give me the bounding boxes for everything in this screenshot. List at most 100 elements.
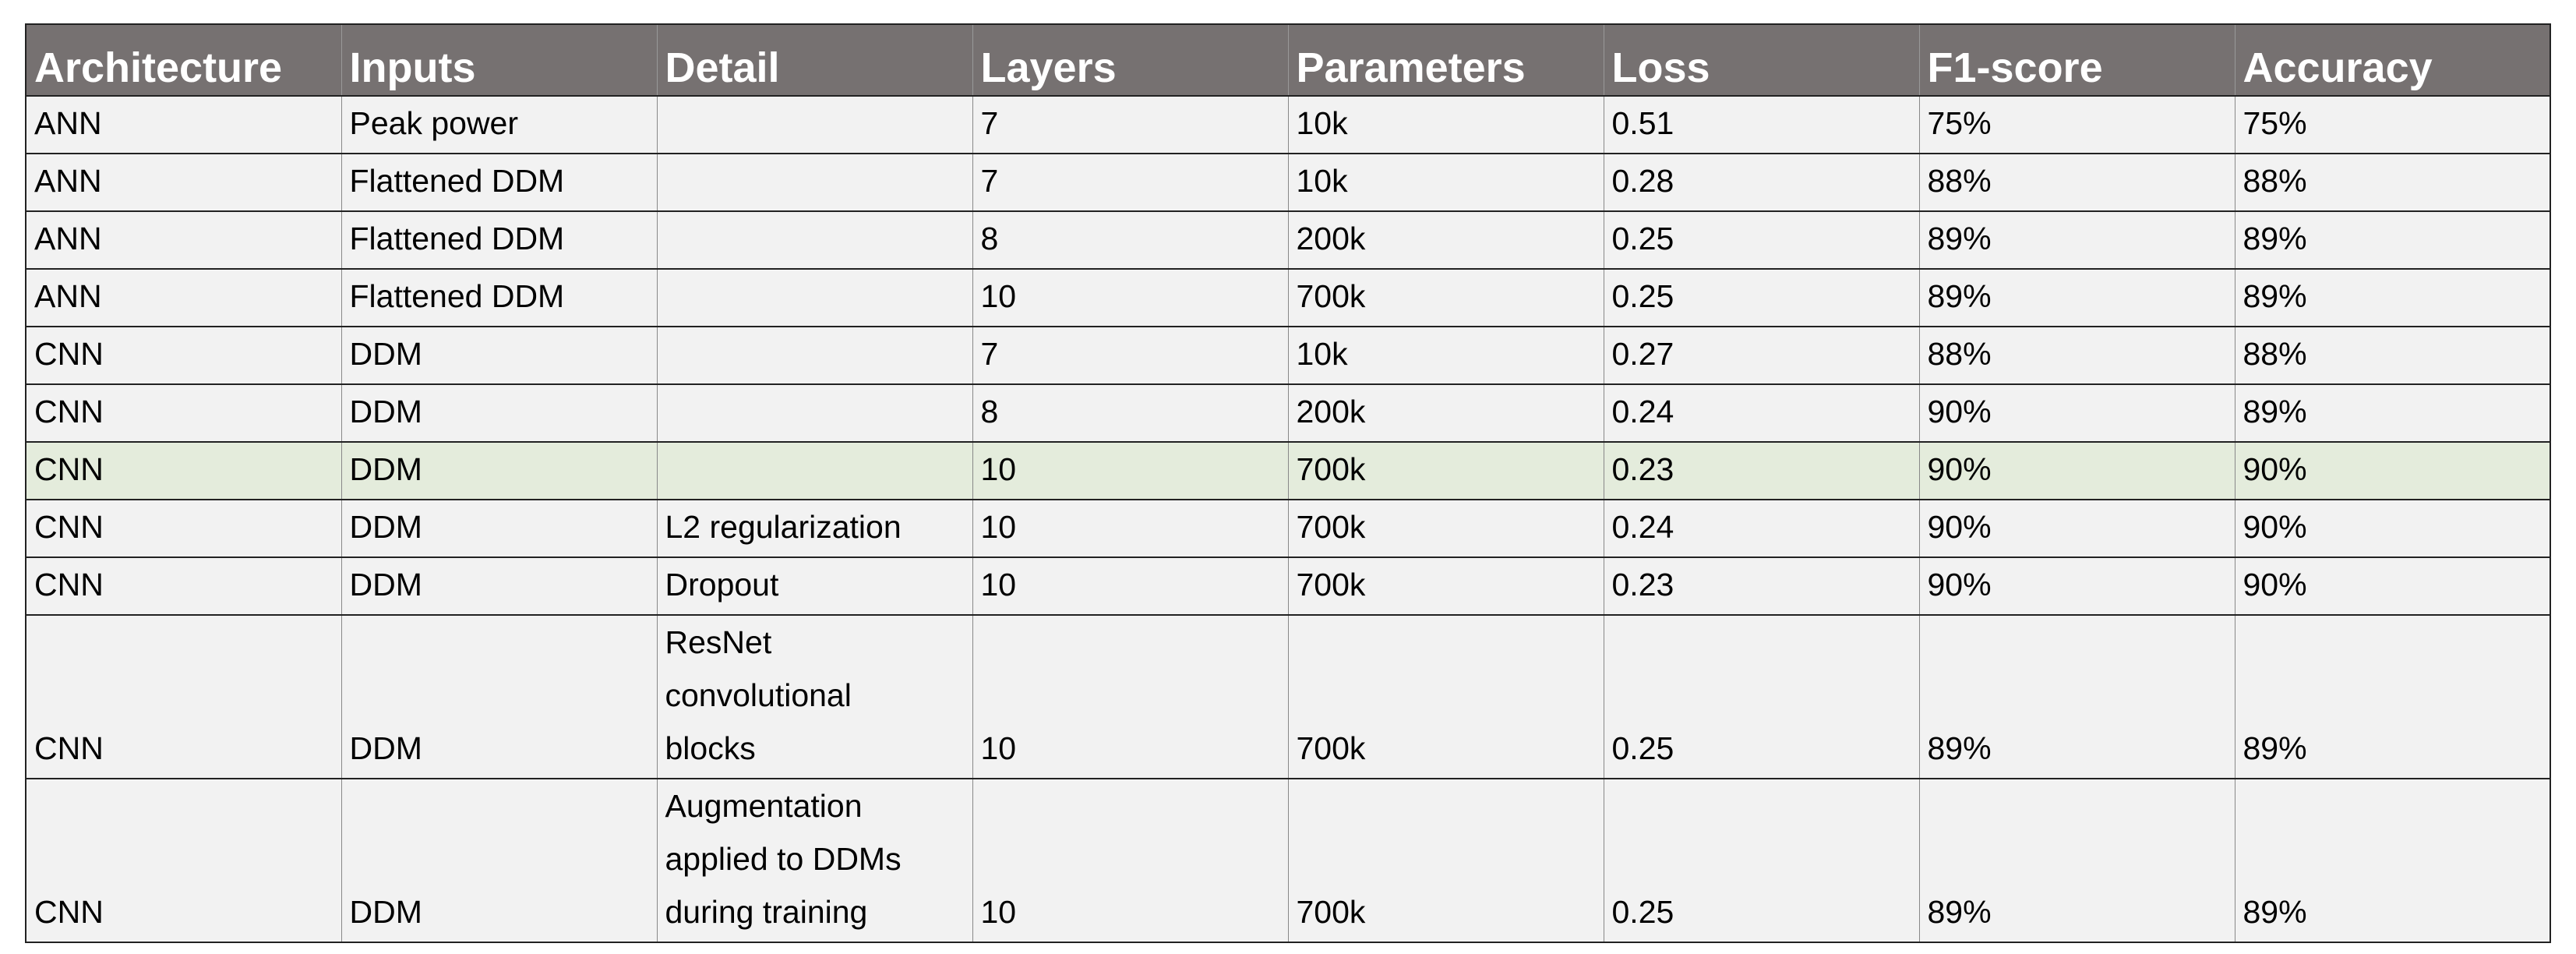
- table-cell: 0.28: [1603, 153, 1920, 212]
- table-cell: ANN: [25, 153, 342, 212]
- table-cell: 88%: [2234, 326, 2551, 385]
- table-cell: 89%: [2234, 614, 2551, 779]
- table-cell: [656, 441, 973, 500]
- table-cell: 10: [972, 778, 1289, 943]
- table-cell: 8: [972, 210, 1289, 270]
- table-row: CNN DDM 7 10k 0.27 88% 88%: [25, 326, 2551, 385]
- table-cell: Peak power: [341, 95, 658, 154]
- table-cell: 7: [972, 326, 1289, 385]
- table-cell: 8: [972, 383, 1289, 443]
- table-row: CNN DDM Dropout 10 700k 0.23 90% 90%: [25, 556, 2551, 616]
- table-cell: [656, 326, 973, 385]
- table-cell: CNN: [25, 441, 342, 500]
- table-cell: 0.25: [1603, 778, 1920, 943]
- table-cell: 0.51: [1603, 95, 1920, 154]
- table-body: ANN Peak power 7 10k 0.51 75% 75% ANN Flattened …: [25, 95, 2551, 943]
- table-row: CNN DDM 8 200k 0.24 90% 89%: [25, 383, 2551, 443]
- table-row: ANN Flattened DDM 7 10k 0.28 88% 88%: [25, 153, 2551, 212]
- table-cell: 0.23: [1603, 441, 1920, 500]
- table-cell: 89%: [1918, 268, 2235, 327]
- table-cell: 10: [972, 556, 1289, 616]
- column-header: Parameters: [1287, 23, 1604, 97]
- table-cell: 89%: [2234, 268, 2551, 327]
- table-row: ANN Flattened DDM 10 700k 0.25 89% 89%: [25, 268, 2551, 327]
- table-cell: 88%: [1918, 153, 2235, 212]
- table-cell: DDM: [341, 778, 658, 943]
- table-cell: 90%: [2234, 499, 2551, 558]
- table-cell: Flattened DDM: [341, 268, 658, 327]
- table-cell: 89%: [2234, 383, 2551, 443]
- table-cell: 89%: [2234, 210, 2551, 270]
- table-cell: DDM: [341, 326, 658, 385]
- table-cell: 10k: [1287, 153, 1604, 212]
- table-cell: DDM: [341, 556, 658, 616]
- column-header: Detail: [656, 23, 973, 97]
- table-cell: [656, 95, 973, 154]
- table-cell: ResNet convolutional blocks: [656, 614, 973, 779]
- table-cell: CNN: [25, 778, 342, 943]
- table-row: ANN Peak power 7 10k 0.51 75% 75%: [25, 95, 2551, 154]
- header-row: Architecture Inputs Detail Layers Parameters…: [25, 23, 2551, 97]
- table-row: ANN Flattened DDM 8 200k 0.25 89% 89%: [25, 210, 2551, 270]
- table-cell: [656, 210, 973, 270]
- table-cell: 89%: [1918, 614, 2235, 779]
- table-cell: 90%: [1918, 556, 2235, 616]
- table-cell: 700k: [1287, 778, 1604, 943]
- table-cell: 88%: [2234, 153, 2551, 212]
- table-cell: 10k: [1287, 95, 1604, 154]
- table-cell: 88%: [1918, 326, 2235, 385]
- table-cell: 75%: [2234, 95, 2551, 154]
- table-cell: 10: [972, 499, 1289, 558]
- column-header: F1-score: [1918, 23, 2235, 97]
- table-cell: 0.24: [1603, 383, 1920, 443]
- table-cell: ANN: [25, 95, 342, 154]
- table-cell: DDM: [341, 614, 658, 779]
- table-cell: 90%: [2234, 441, 2551, 500]
- table-cell: ANN: [25, 268, 342, 327]
- table-cell: Dropout: [656, 556, 973, 616]
- table-row: CNN DDM ResNet convolutional blocks 10 700k 0…: [25, 614, 2551, 779]
- table-cell: CNN: [25, 499, 342, 558]
- table-cell: 89%: [2234, 778, 2551, 943]
- table-cell: 7: [972, 153, 1289, 212]
- table-cell: L2 regularization: [656, 499, 973, 558]
- column-header: Architecture: [25, 23, 342, 97]
- column-header: Accuracy: [2234, 23, 2551, 97]
- table-cell: 90%: [2234, 556, 2551, 616]
- table-cell: 0.25: [1603, 614, 1920, 779]
- table-cell: 0.25: [1603, 268, 1920, 327]
- table-cell: [656, 153, 973, 212]
- table-cell: 0.23: [1603, 556, 1920, 616]
- table-cell: 700k: [1287, 556, 1604, 616]
- table-cell: CNN: [25, 614, 342, 779]
- table-cell: 10k: [1287, 326, 1604, 385]
- results-table: Architecture Inputs Detail Layers Parameters…: [25, 23, 2551, 943]
- table-cell: 10: [972, 268, 1289, 327]
- table-cell: [656, 268, 973, 327]
- table-cell: Flattened DDM: [341, 153, 658, 212]
- table-cell: 90%: [1918, 441, 2235, 500]
- table-cell: Augmentation applied to DDMs during trai…: [656, 778, 973, 943]
- table-row: CNN DDM L2 regularization 10 700k 0.24 90% 90%: [25, 499, 2551, 558]
- table-cell: CNN: [25, 326, 342, 385]
- table-cell: 700k: [1287, 441, 1604, 500]
- table-cell: DDM: [341, 441, 658, 500]
- table-cell: 200k: [1287, 210, 1604, 270]
- table-cell: DDM: [341, 383, 658, 443]
- table-cell: ANN: [25, 210, 342, 270]
- table-cell: 0.27: [1603, 326, 1920, 385]
- table-row: CNN DDM Augmentation applied to DDMs durin…: [25, 778, 2551, 943]
- table-cell: DDM: [341, 499, 658, 558]
- column-header: Layers: [972, 23, 1289, 97]
- column-header: Loss: [1603, 23, 1920, 97]
- table-cell: [656, 383, 973, 443]
- table-row: CNN DDM 10 700k 0.23 90% 90%: [25, 441, 2551, 500]
- table-cell: 90%: [1918, 499, 2235, 558]
- table-cell: 0.25: [1603, 210, 1920, 270]
- table-cell: 200k: [1287, 383, 1604, 443]
- table-cell: Flattened DDM: [341, 210, 658, 270]
- table-cell: 7: [972, 95, 1289, 154]
- column-header: Inputs: [341, 23, 658, 97]
- table-cell: 89%: [1918, 210, 2235, 270]
